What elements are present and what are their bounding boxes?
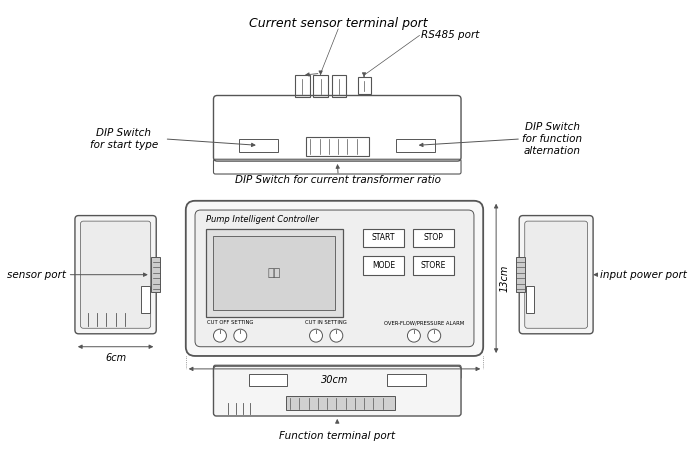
Circle shape xyxy=(330,329,343,342)
FancyBboxPatch shape xyxy=(81,221,151,328)
Bar xyxy=(313,75,328,97)
Text: 6cm: 6cm xyxy=(105,353,126,363)
Text: Function terminal port: Function terminal port xyxy=(279,431,395,441)
Bar xyxy=(306,137,368,155)
Bar xyxy=(358,77,370,94)
Text: sensor port: sensor port xyxy=(7,270,66,280)
FancyBboxPatch shape xyxy=(186,201,483,356)
FancyBboxPatch shape xyxy=(213,366,461,416)
FancyBboxPatch shape xyxy=(75,216,156,334)
Text: RS485 port: RS485 port xyxy=(421,31,480,41)
Bar xyxy=(413,228,454,247)
FancyBboxPatch shape xyxy=(519,216,593,334)
Text: DIP Switch
for function
alternation: DIP Switch for function alternation xyxy=(523,122,582,155)
Text: MODE: MODE xyxy=(372,261,395,270)
FancyBboxPatch shape xyxy=(213,365,461,379)
Circle shape xyxy=(428,329,441,342)
Text: CUT IN SETTING: CUT IN SETTING xyxy=(305,320,347,325)
Bar xyxy=(387,373,426,387)
Text: 控空: 控空 xyxy=(268,268,281,278)
Bar xyxy=(332,75,347,97)
Bar xyxy=(525,286,534,314)
Text: CUT OFF SETTING: CUT OFF SETTING xyxy=(207,320,253,325)
Bar xyxy=(249,373,287,387)
Text: START: START xyxy=(372,233,395,242)
Circle shape xyxy=(407,329,420,342)
Bar xyxy=(213,236,336,310)
Bar xyxy=(239,139,278,152)
Bar xyxy=(363,256,404,275)
Bar xyxy=(151,257,160,292)
Text: Pump Intelligent Controller: Pump Intelligent Controller xyxy=(206,215,319,224)
Bar xyxy=(142,286,149,314)
Circle shape xyxy=(309,329,322,342)
Text: 30cm: 30cm xyxy=(321,375,348,385)
Text: STORE: STORE xyxy=(420,261,446,270)
FancyBboxPatch shape xyxy=(525,221,587,328)
Text: OVER-FLOW/PRESSURE ALARM: OVER-FLOW/PRESSURE ALARM xyxy=(384,320,464,325)
Text: input power port: input power port xyxy=(600,270,687,280)
Bar xyxy=(396,139,435,152)
Circle shape xyxy=(213,329,227,342)
Bar xyxy=(286,396,395,410)
Bar xyxy=(363,228,404,247)
Bar xyxy=(516,257,525,292)
Bar xyxy=(413,256,454,275)
FancyBboxPatch shape xyxy=(195,210,474,347)
Circle shape xyxy=(234,329,247,342)
Text: DIP Switch
for start type: DIP Switch for start type xyxy=(90,128,158,150)
Text: DIP Switch for current transformer ratio: DIP Switch for current transformer ratio xyxy=(235,175,441,186)
Text: Current sensor terminal port: Current sensor terminal port xyxy=(249,17,427,30)
Text: 13cm: 13cm xyxy=(500,265,510,292)
Bar xyxy=(295,75,309,97)
Text: STOP: STOP xyxy=(423,233,443,242)
Bar xyxy=(206,228,343,317)
